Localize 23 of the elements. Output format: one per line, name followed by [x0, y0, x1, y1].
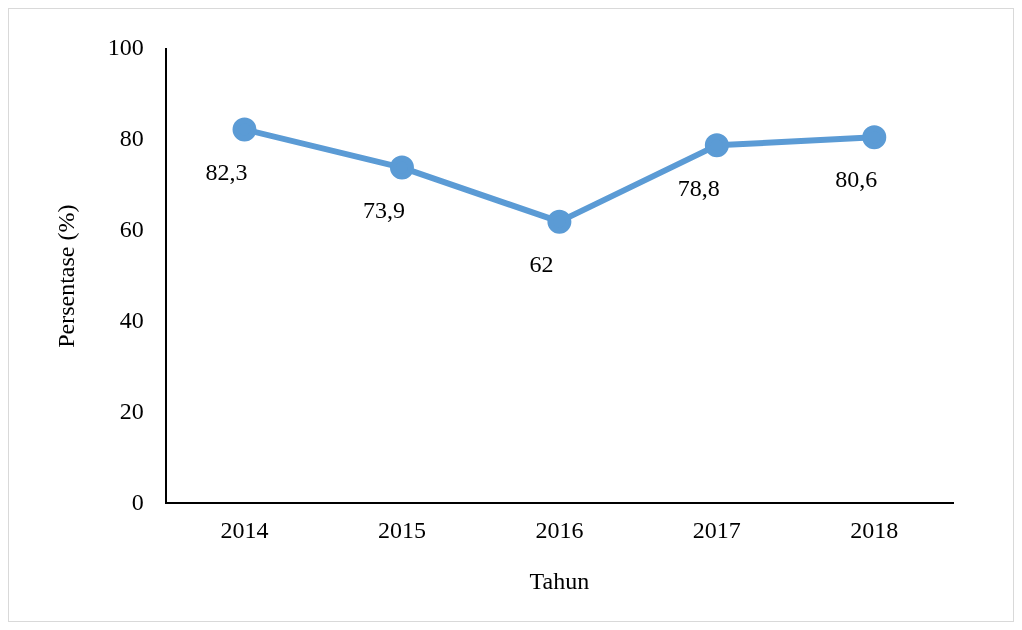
- point: [547, 209, 572, 234]
- x-tick-label: 2018: [850, 517, 899, 544]
- x-tick-label: 2016: [535, 517, 584, 544]
- y-tick-label: 0: [131, 488, 144, 515]
- point: [862, 125, 887, 150]
- x-tick-label: 2014: [220, 517, 269, 544]
- x-axis-title: Tahun: [529, 567, 590, 594]
- y-tick-label: 60: [119, 216, 144, 243]
- data-label: 80,6: [835, 166, 878, 193]
- y-axis-title: Persentase (%): [52, 204, 79, 348]
- x-tick-label: 2015: [377, 517, 426, 544]
- x-tick-label: 2017: [692, 517, 741, 544]
- y-tick-label: 20: [119, 397, 144, 424]
- point: [704, 133, 729, 158]
- y-tick-label: 100: [107, 34, 144, 61]
- y-tick-label: 40: [119, 306, 144, 333]
- data-label: 78,8: [677, 174, 720, 201]
- point: [389, 155, 414, 180]
- data-label: 73,9: [362, 196, 405, 223]
- data-label: 62: [529, 250, 554, 277]
- data-label: 82,3: [205, 158, 248, 185]
- y-tick-label: 80: [119, 125, 144, 152]
- point: [232, 117, 257, 142]
